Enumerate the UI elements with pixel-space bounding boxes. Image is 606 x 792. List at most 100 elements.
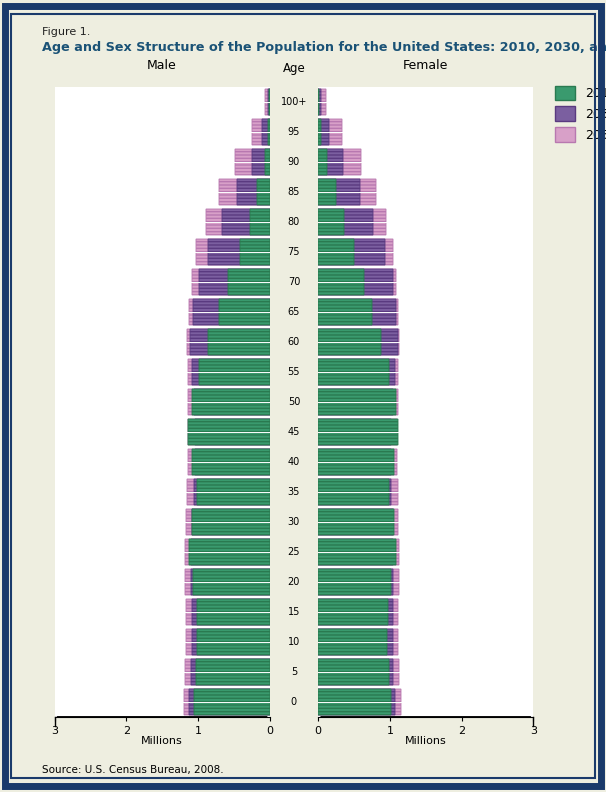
Text: 80: 80 (288, 217, 300, 227)
Bar (318, 569, 393, 595)
Bar (318, 150, 327, 175)
Bar (318, 209, 344, 234)
Bar (318, 599, 399, 625)
Bar (237, 179, 270, 205)
Bar (196, 239, 270, 265)
Bar (186, 629, 270, 654)
Bar (318, 269, 364, 295)
Bar (185, 569, 270, 595)
Bar (318, 419, 397, 444)
Bar (185, 659, 270, 684)
Bar (228, 269, 270, 295)
Text: Male: Male (147, 59, 177, 72)
Text: 100+: 100+ (281, 97, 307, 107)
Bar (318, 179, 336, 205)
Bar (262, 120, 270, 145)
Bar (318, 329, 399, 355)
Bar (318, 299, 372, 325)
Bar (194, 389, 270, 415)
Bar (318, 179, 376, 205)
Bar (318, 239, 385, 265)
Text: Figure 1.: Figure 1. (42, 27, 91, 37)
Bar (318, 239, 354, 265)
Bar (258, 179, 270, 205)
Bar (318, 659, 389, 684)
Bar (188, 389, 270, 415)
Bar (185, 539, 270, 565)
Bar (265, 150, 270, 175)
Bar (318, 329, 398, 355)
Bar (268, 89, 270, 115)
Text: 0: 0 (291, 697, 297, 706)
Bar (318, 509, 394, 535)
Text: 70: 70 (288, 277, 300, 287)
Bar (318, 689, 391, 714)
Bar (253, 120, 270, 145)
Bar (196, 659, 270, 684)
Bar (318, 269, 393, 295)
Bar (318, 659, 393, 684)
Bar (318, 89, 321, 115)
Bar (186, 629, 270, 654)
Bar (199, 269, 270, 295)
Bar (318, 569, 391, 595)
Bar (318, 509, 393, 535)
Bar (219, 299, 270, 325)
Bar (265, 89, 270, 115)
Bar (186, 509, 270, 535)
Bar (318, 419, 399, 444)
Bar (237, 179, 270, 205)
Bar (318, 150, 361, 175)
Bar (194, 479, 270, 505)
Bar (318, 389, 398, 415)
Bar (199, 360, 270, 385)
Bar (265, 150, 270, 175)
Bar (318, 329, 398, 355)
Bar (318, 569, 399, 595)
Text: 35: 35 (288, 487, 300, 497)
Text: 60: 60 (288, 337, 300, 347)
Bar (318, 449, 391, 474)
Bar (318, 629, 399, 654)
Bar (239, 239, 270, 265)
Bar (318, 89, 321, 115)
Bar (262, 120, 270, 145)
Bar (318, 449, 397, 474)
Bar (318, 509, 393, 535)
Bar (188, 360, 270, 385)
Bar (235, 150, 270, 175)
Text: 5: 5 (291, 667, 297, 677)
Bar (208, 329, 270, 355)
Bar (318, 629, 399, 654)
Bar (318, 360, 398, 385)
Bar (188, 419, 270, 444)
Bar (318, 209, 385, 234)
Bar (194, 479, 270, 505)
Bar (196, 479, 270, 505)
Text: 55: 55 (288, 367, 300, 377)
Bar (189, 689, 270, 714)
Bar (191, 599, 270, 625)
Bar (192, 509, 270, 535)
Bar (191, 569, 270, 595)
Bar (195, 689, 270, 714)
Bar (318, 659, 393, 684)
Bar (185, 539, 270, 565)
Bar (193, 299, 270, 325)
Bar (318, 89, 326, 115)
Bar (318, 89, 319, 115)
Bar (239, 239, 270, 265)
Bar (318, 360, 389, 385)
Bar (197, 629, 270, 654)
Bar (195, 419, 270, 444)
Bar (193, 569, 270, 595)
Bar (318, 299, 396, 325)
Bar (191, 629, 270, 654)
Bar (318, 120, 342, 145)
Bar (191, 509, 270, 535)
Bar (318, 629, 387, 654)
Bar (318, 599, 388, 625)
Bar (187, 479, 270, 505)
Bar (189, 689, 270, 714)
Bar (318, 629, 393, 654)
